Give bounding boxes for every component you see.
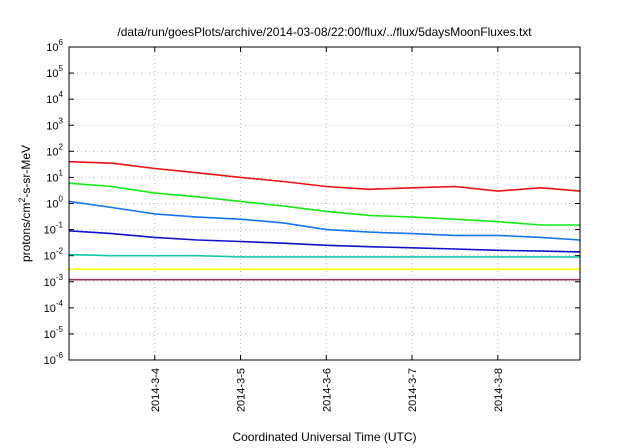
x-axis-label: Coordinated Universal Time (UTC) (232, 430, 416, 444)
y-tick-label: 100 (46, 195, 63, 211)
y-tick-label: 10-6 (44, 351, 64, 367)
y-tick-label: 10-1 (44, 221, 64, 237)
series-line-teal (68, 253, 580, 258)
y-tick-label: 10-2 (44, 247, 64, 263)
y-tick-label: 10-5 (44, 325, 64, 341)
x-tick-label: 2014-3-6 (321, 368, 333, 412)
x-tick-label: 2014-3-4 (150, 368, 162, 412)
y-axis-label: protons/cm2-s-sr-MeV (17, 145, 33, 262)
x-tick-label: 2014-3-8 (493, 368, 505, 412)
y-tick-label: 10-3 (44, 273, 64, 289)
y-axis-label-sup: 2 (17, 198, 27, 203)
x-tick-label: 2014-3-7 (407, 368, 419, 412)
y-axis-label-rest: -s-sr-MeV (19, 145, 33, 198)
y-axis-ticks: 10-6 10-5 10-4 10-3 10-2 10-1 100 101 102 103 104 1… (44, 38, 580, 367)
x-axis-ticks: 2014-3-4 2014-3-5 2014-3-6 2014-3-7 2014-3-8 (150, 47, 505, 412)
y-tick-label: 104 (46, 90, 63, 106)
grid (69, 47, 580, 360)
plot-frame (68, 46, 581, 361)
series-group (68, 160, 581, 281)
series-line-green (68, 182, 580, 226)
series-line-skyblue (68, 200, 581, 241)
y-tick-label: 105 (46, 64, 63, 80)
y-tick-label: 101 (46, 168, 63, 184)
series-line-blue (68, 230, 581, 253)
y-tick-label: 102 (46, 142, 63, 158)
y-axis-label-base: protons/cm (19, 203, 33, 262)
series-line-red (68, 160, 581, 192)
y-tick-label: 106 (46, 38, 63, 54)
y-tick-label: 10-4 (44, 299, 64, 315)
x-tick-label: 2014-3-5 (236, 368, 248, 412)
y-tick-label: 103 (46, 116, 63, 132)
chart-title: /data/run/goesPlots/archive/2014-03-08/2… (117, 25, 532, 39)
